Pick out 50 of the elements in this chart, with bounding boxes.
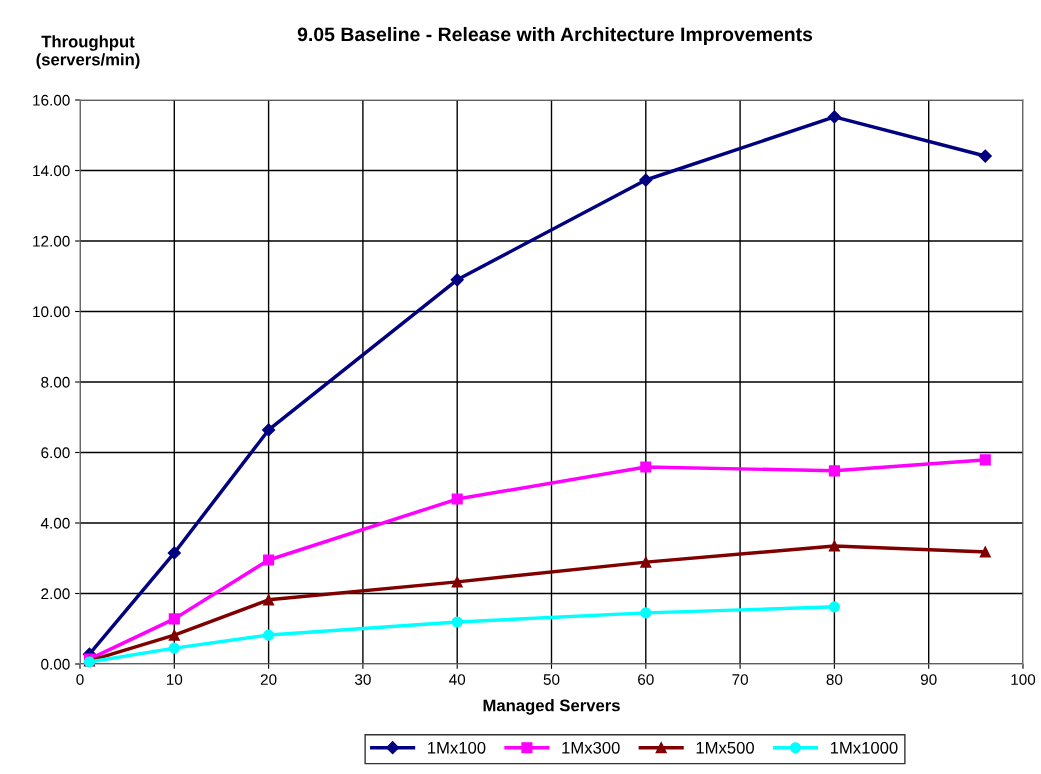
point	[640, 607, 652, 619]
point	[640, 461, 652, 473]
point	[168, 629, 180, 641]
point	[451, 616, 463, 628]
x-tick-label: 10	[166, 674, 183, 685]
y-tick-label: 10.00	[33, 306, 70, 318]
y-tick-label: 6.00	[41, 447, 70, 459]
point	[640, 556, 652, 568]
x-tick-label: 50	[543, 674, 560, 685]
y-tick-label: 14.00	[33, 165, 70, 177]
x-tick-label: 80	[826, 674, 843, 685]
chart-title: 9.05 Baseline - Release with Architecture Improvements	[297, 26, 813, 46]
point	[262, 423, 276, 437]
legend-label: 1Mx500	[696, 741, 755, 754]
y-tick-label: 0.00	[41, 658, 70, 670]
point	[827, 110, 841, 124]
legend-label: 1Mx1000	[830, 741, 898, 754]
point	[639, 173, 653, 187]
legend-label: 1Mx100	[428, 741, 486, 754]
point	[450, 273, 464, 287]
point	[263, 554, 275, 566]
x-tick-label: 20	[260, 674, 277, 685]
point	[168, 642, 180, 654]
x-tick-label: 70	[732, 674, 748, 685]
x-axis-title: Managed Servers	[483, 699, 620, 715]
x-tick-label: 90	[920, 674, 937, 685]
point	[828, 465, 840, 477]
point	[263, 629, 275, 641]
x-tick-label: 30	[354, 674, 371, 685]
y-axis-title: Throughput (servers/min)	[36, 35, 140, 69]
point	[451, 576, 463, 588]
y-tick-label: 2.00	[41, 588, 70, 600]
y-tick-label: 12.00	[33, 235, 70, 247]
legend-label: 1Mx300	[562, 741, 620, 754]
y-tick-label: 16.00	[33, 94, 70, 106]
point	[978, 149, 992, 163]
point	[263, 594, 275, 606]
x-tick-label: 100	[1011, 674, 1036, 685]
point	[828, 540, 840, 552]
point	[979, 546, 991, 558]
point	[979, 454, 991, 466]
x-tick-label: 0	[76, 674, 84, 685]
x-tick-label: 60	[638, 674, 654, 685]
y-tick-label: 4.00	[40, 517, 70, 529]
y-tick-label: 8.00	[41, 376, 70, 388]
point	[828, 601, 840, 613]
x-tick-label: 40	[449, 674, 466, 685]
point	[168, 613, 180, 625]
point	[167, 546, 181, 560]
point	[451, 493, 463, 505]
